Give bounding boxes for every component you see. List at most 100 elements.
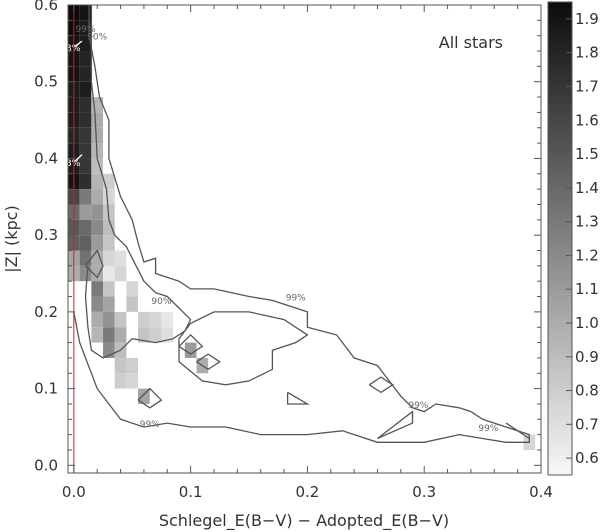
colorbar-step-4 [548,441,572,449]
x-axis-title: Schlegel_E(B−V) − Adopted_E(B−V) [159,511,449,531]
colorbar-step-18 [548,346,572,354]
heatmap-cell-42 [91,189,104,205]
heatmap-cell-48 [91,281,104,297]
contour-33pct-path-0 [73,40,83,48]
colorbar-step-48 [548,143,572,152]
heatmap-cell-35 [79,265,92,282]
colorbar-step-68 [548,8,572,17]
y-axis-title: |Z| (kpc) [2,205,21,273]
heatmap-cell-26 [79,127,92,144]
heatmap-cell-55 [103,219,115,236]
colorbar-tick-label-12: 1.8 [575,44,599,62]
colorbar-step-69 [548,2,572,10]
heatmap-cell-71 [126,281,139,297]
heatmap-cell-61 [103,311,115,328]
heatmap-cell-31 [79,204,92,220]
heatmap-cell-78 [149,311,162,328]
colorbar-step-45 [548,164,572,172]
colorbar-step-29 [548,272,572,280]
contour-90pct-path-1 [178,333,204,355]
y-tick-label-2: 0.2 [34,303,58,321]
heatmap-cell-62 [103,327,115,343]
y-tick-label-1: 0.1 [34,380,58,398]
contour-lines [73,5,530,443]
colorbar: 0.6 0.7 0.8 0.9 1.0 1.1 1.2 1.3 1.4 1.5 1.6 1.7 1.8 1… [547,1,599,476]
heatmap-cell-41 [91,173,104,190]
x-tick-label-1: 0.1 [179,483,203,501]
colorbar-step-61 [548,56,572,64]
heatmap-cell-37 [91,112,104,128]
colorbar-step-21 [548,326,572,334]
colorbar-step-58 [548,76,572,84]
heatmap-cell-69 [114,357,127,374]
colorbar-tick-label-11: 1.7 [575,77,599,95]
contour-90pct-path-0 [84,5,192,359]
heatmap-cell-65 [114,265,127,282]
colorbar-step-59 [548,69,572,77]
colorbar-step-43 [548,177,572,186]
contour-label-99pct-2: 99% [140,420,160,430]
heatmap-cell-79 [149,327,162,343]
colorbar-step-51 [548,123,572,131]
x-tick-label-2: 0.2 [295,483,319,501]
heatmap-cell-27 [79,143,92,159]
y-tick-label-0: 0.0 [34,456,58,474]
colorbar-step-49 [548,137,572,145]
colorbar-step-7 [548,420,572,429]
colorbar-step-54 [548,103,572,111]
colorbar-step-25 [548,299,572,307]
heatmap-cell-59 [103,281,115,297]
heatmap-cell-67 [114,327,127,343]
colorbar-step-63 [548,42,572,50]
heatmap-cell-36 [91,97,104,113]
colorbar-tick-label-10: 1.6 [575,111,599,129]
colorbar-step-41 [548,191,572,199]
contour-labels: 99%99%99% 99%99%90%90%33%33% [60,25,499,434]
contour-33pct-path-1 [73,154,83,163]
heatmap-cell-66 [114,311,127,328]
contour-90pct-path-3 [137,387,163,409]
colorbar-step-42 [548,184,572,192]
heatmap-cell-72 [126,296,139,312]
contour-99pct-path-3 [377,410,414,440]
contour-label-90pct-1: 90% [87,33,107,43]
contour-99pct-path-4 [368,376,394,394]
x-axis: 0.0 0.1 0.2 0.3 0.4 [62,5,553,501]
heatmap-cell-58 [103,265,115,282]
heatmap-cell-75 [138,311,150,328]
contour-label-33pct-1: 33% [60,159,80,169]
colorbar-step-2 [548,454,572,463]
colorbar-tick-label-7: 1.3 [575,213,599,231]
heatmap-cell-40 [91,158,104,174]
heatmap-cell-63 [103,342,115,358]
heatmap-cell-81 [161,327,174,343]
heatmap-cell-18 [79,5,92,21]
y-tick-label-6: 0.6 [34,0,58,14]
heatmap-cell-80 [161,311,174,328]
colorbar-step-20 [548,333,572,341]
colorbar-step-13 [548,380,572,388]
heatmap-cell-47 [91,265,104,282]
y-axis: 0.0 0.1 0.2 0.3 0.4 0.5 0.6 [34,0,541,474]
heatmap-cell-23 [79,81,92,98]
colorbar-step-53 [548,110,572,118]
heatmap-cell-22 [79,66,92,82]
heatmap-cell-45 [91,235,104,251]
heatmap-cell-34 [79,250,92,266]
contour-99pct-path-2 [286,391,310,405]
contour-label-99pct-4: 99% [76,25,96,35]
x-tick-label-4: 0.4 [529,483,553,501]
colorbar-step-62 [548,49,572,57]
colorbar-step-3 [548,447,572,456]
heatmap-cells [68,5,536,450]
colorbar-step-39 [548,204,572,213]
heatmap-cell-24 [79,97,92,113]
colorbar-step-65 [548,29,572,37]
colorbar-step-19 [548,339,572,348]
colorbar-step-46 [548,157,572,165]
colorbar-step-5 [548,434,572,442]
colorbar-tick-label-9: 1.5 [575,145,599,163]
colorbar-step-26 [548,292,572,300]
colorbar-step-23 [548,312,572,321]
